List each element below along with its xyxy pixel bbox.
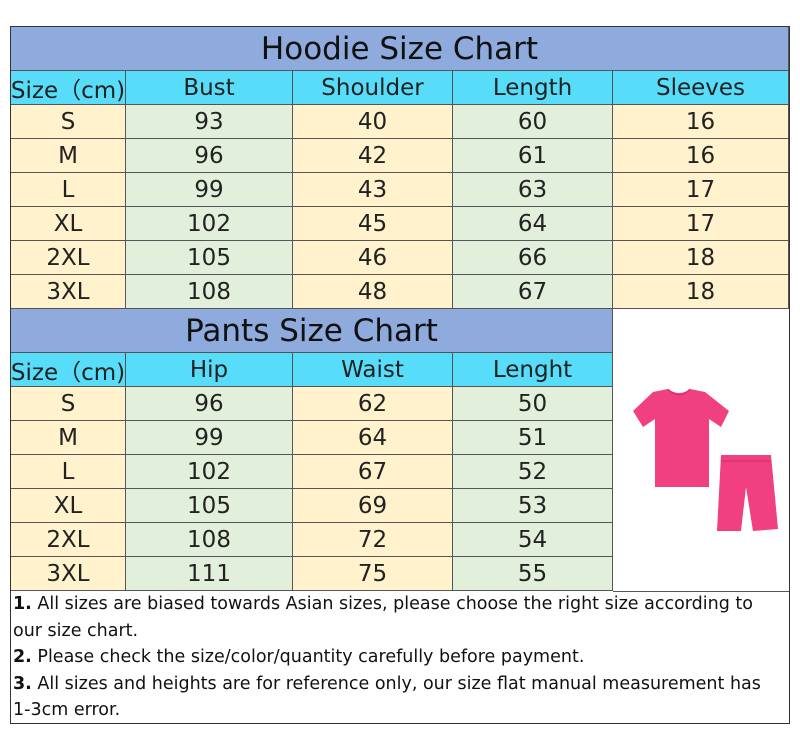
hoodie-title: Hoodie Size Chart xyxy=(11,27,789,71)
table-cell: 64 xyxy=(293,421,453,455)
table-cell: 99 xyxy=(126,421,293,455)
column-header: Shoulder xyxy=(293,71,453,105)
table-cell: 111 xyxy=(126,557,293,591)
product-image xyxy=(613,309,789,592)
tshirt-icon xyxy=(633,388,729,487)
table-cell: 55 xyxy=(453,557,613,591)
table-cell: 108 xyxy=(126,275,293,309)
table-cell: 18 xyxy=(613,275,789,309)
size-label: 3XL xyxy=(11,275,126,309)
column-header: Sleeves xyxy=(613,71,789,105)
table-cell: 105 xyxy=(126,241,293,275)
column-header: Waist xyxy=(293,353,453,387)
shorts-icon xyxy=(717,455,778,531)
size-label: XL xyxy=(11,207,126,241)
table-cell: 93 xyxy=(126,105,293,139)
table-cell: 75 xyxy=(293,557,453,591)
size-label: XL xyxy=(11,489,126,523)
table-cell: 18 xyxy=(613,241,789,275)
note-number: 1. xyxy=(13,594,32,614)
size-label: L xyxy=(11,173,126,207)
column-header: Hip xyxy=(126,353,293,387)
note-number: 3. xyxy=(13,673,32,694)
table-cell: 52 xyxy=(453,455,613,489)
table-cell: 108 xyxy=(126,523,293,557)
table-cell: 50 xyxy=(453,387,613,421)
note-number: 2. xyxy=(13,647,32,667)
table-cell: 99 xyxy=(126,173,293,207)
table-cell: 45 xyxy=(293,207,453,241)
table-cell: 51 xyxy=(453,421,613,455)
table-cell: 63 xyxy=(453,173,613,207)
table-cell: 40 xyxy=(293,105,453,139)
note-text: All sizes and heights are for reference … xyxy=(13,673,761,721)
note-item: 3. All sizes and heights are for referen… xyxy=(13,671,783,724)
table-cell: 69 xyxy=(293,489,453,523)
size-label: L xyxy=(11,455,126,489)
column-header: Size（cm) xyxy=(11,353,126,387)
table-cell: 102 xyxy=(126,455,293,489)
table-cell: 66 xyxy=(453,241,613,275)
table-cell: 62 xyxy=(293,387,453,421)
table-cell: 67 xyxy=(293,455,453,489)
pants-title: Pants Size Chart xyxy=(11,309,613,353)
table-cell: 67 xyxy=(453,275,613,309)
table-cell: 96 xyxy=(126,387,293,421)
size-label: 3XL xyxy=(11,557,126,591)
table-cell: 43 xyxy=(293,173,453,207)
column-header: Bust xyxy=(126,71,293,105)
table-cell: 72 xyxy=(293,523,453,557)
table-cell: 42 xyxy=(293,139,453,173)
size-chart: 1. All sizes are biased towards Asian si… xyxy=(10,26,790,724)
note-text: All sizes are biased towards Asian sizes… xyxy=(13,594,753,641)
table-cell: 96 xyxy=(126,139,293,173)
table-cell: 54 xyxy=(453,523,613,557)
table-cell: 16 xyxy=(613,105,789,139)
size-label: 2XL xyxy=(11,523,126,557)
table-cell: 16 xyxy=(613,139,789,173)
table-cell: 61 xyxy=(453,139,613,173)
size-label: M xyxy=(11,421,126,455)
column-header: Length xyxy=(453,71,613,105)
table-cell: 64 xyxy=(453,207,613,241)
table-cell: 17 xyxy=(613,173,789,207)
note-text: Please check the size/color/quantity car… xyxy=(31,647,585,667)
table-cell: 48 xyxy=(293,275,453,309)
size-label: S xyxy=(11,105,126,139)
table-cell: 60 xyxy=(453,105,613,139)
note-item: 1. All sizes are biased towards Asian si… xyxy=(13,591,783,644)
size-label: S xyxy=(11,387,126,421)
table-cell: 105 xyxy=(126,489,293,523)
table-cell: 102 xyxy=(126,207,293,241)
size-label: M xyxy=(11,139,126,173)
column-header: Size（cm) xyxy=(11,71,126,105)
size-label: 2XL xyxy=(11,241,126,275)
table-cell: 46 xyxy=(293,241,453,275)
notes: 1. All sizes are biased towards Asian si… xyxy=(13,591,783,724)
table-cell: 53 xyxy=(453,489,613,523)
column-header: Lenght xyxy=(453,353,613,387)
note-item: 2. Please check the size/color/quantity … xyxy=(13,644,783,671)
table-cell: 17 xyxy=(613,207,789,241)
